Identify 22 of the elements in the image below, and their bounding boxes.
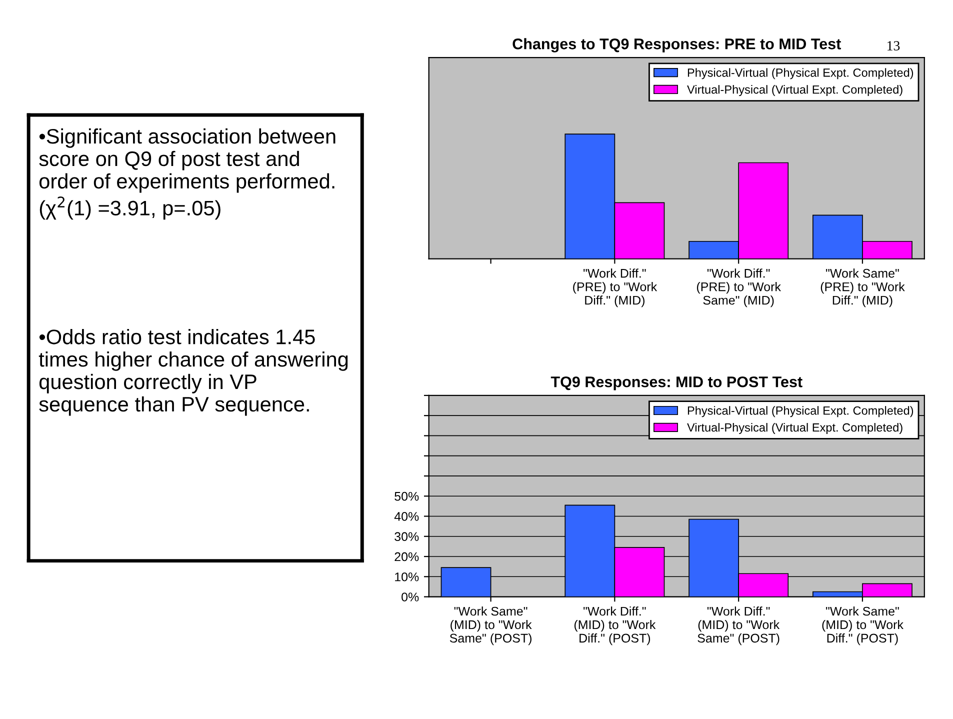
chart-title: TQ9 Responses: MID to POST Test	[550, 376, 802, 390]
x-tick-label: "Work Diff." (PRE) to "Work Same" (MID)	[696, 268, 781, 308]
y-tick-label: 40%	[394, 512, 419, 521]
legend-label: Virtual-Physical (Virtual Expt. Completed)	[687, 85, 902, 96]
x-tick-label: "Work Diff." (MID) to "Work Diff." (POST)	[574, 606, 656, 646]
x-tick-label: "Work Same" (PRE) to "Work Diff." (MID)	[820, 268, 905, 308]
text: •Significant association between score on Q9 of post test and order of experiments performed. (χ$^{2}$(1) =3.91, p=.05)	[39, 128, 336, 220]
legend-label: Physical-Virtual (Physical Expt. Completed)	[688, 68, 914, 80]
x-tick-label: "Work Same" (MID) to "Work Same" (POST)	[450, 606, 532, 646]
chart-title: Changes to TQ9 Responses: PRE to MID Test	[512, 38, 841, 52]
x-tick-label: "Work Same" (MID) to "Work Diff." (POST)	[822, 606, 904, 646]
x-tick-label: "Work Diff." (MID) to "Work Same" (POST)	[698, 606, 780, 646]
y-tick-label: 20%	[394, 552, 419, 562]
x-tick-label: "Work Diff." (PRE) to "Work Diff." (MID)	[573, 268, 658, 308]
y-tick-label: 10%	[395, 572, 419, 582]
y-tick-label: 30%	[394, 532, 419, 542]
y-tick-label: 0%	[402, 592, 419, 602]
legend-label: Virtual-Physical (Virtual Expt. Completed)	[687, 422, 902, 434]
text: 13	[888, 41, 900, 50]
legend-label: Physical-Virtual (Physical Expt. Completed)	[688, 406, 914, 418]
y-tick-label: 50%	[394, 492, 419, 501]
text: •Odds ratio test indicates 1.45 times higher chance of answering question correctly in VP sequence than PV sequence.	[38, 329, 348, 416]
